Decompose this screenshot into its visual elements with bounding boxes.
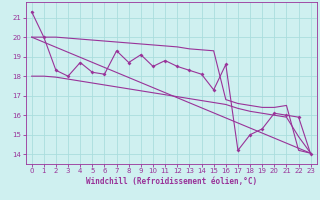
X-axis label: Windchill (Refroidissement éolien,°C): Windchill (Refroidissement éolien,°C) — [86, 177, 257, 186]
